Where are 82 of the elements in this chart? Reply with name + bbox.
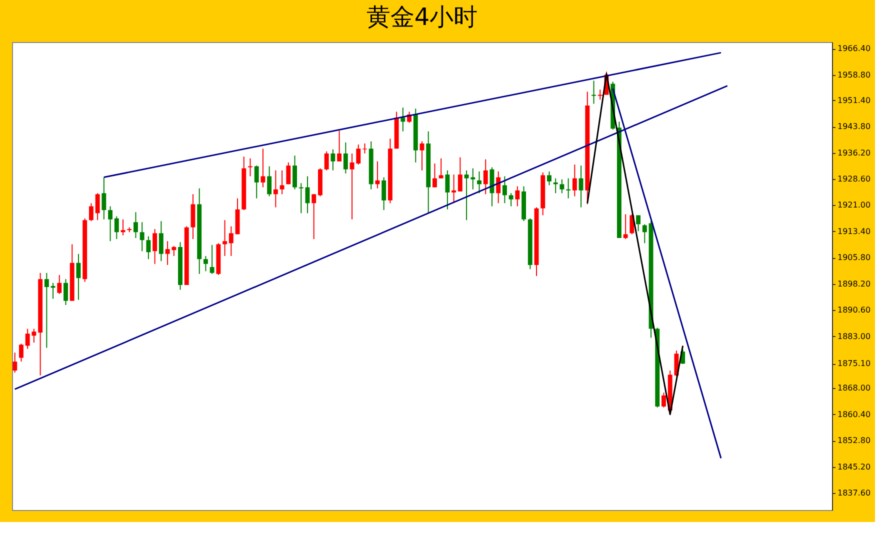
candlestick xyxy=(438,158,444,179)
candlestick xyxy=(222,220,228,256)
y-tick-label: 1905.80 xyxy=(838,253,871,262)
candlestick xyxy=(572,164,577,197)
candlestick xyxy=(210,244,214,274)
y-tick-label: 1921.00 xyxy=(838,200,871,210)
y-tick-label: 1837.60 xyxy=(838,488,871,498)
y-tick-label: 1845.20 xyxy=(838,462,871,472)
candlestick xyxy=(88,202,94,222)
candlestick xyxy=(636,214,641,232)
candlestick xyxy=(508,192,514,207)
candlestick xyxy=(280,170,284,195)
candlestick xyxy=(598,89,602,100)
candlestick xyxy=(44,272,49,348)
candlestick xyxy=(330,148,336,171)
candlestick xyxy=(375,160,380,189)
candlestick xyxy=(312,194,316,240)
y-tick-label: 1951.40 xyxy=(838,96,871,105)
candlestick xyxy=(382,176,386,211)
candlestick xyxy=(662,392,666,408)
candlestick xyxy=(102,176,106,220)
candlestick xyxy=(483,158,488,195)
candlestick xyxy=(19,343,24,362)
candlestick xyxy=(146,236,151,260)
candlestick xyxy=(592,80,596,104)
candlestick xyxy=(337,130,342,162)
candlestick xyxy=(254,165,259,199)
candlestick xyxy=(477,170,482,194)
candlestick xyxy=(286,162,291,185)
y-tick-label: 1875.10 xyxy=(838,359,871,368)
candlestick xyxy=(400,107,406,132)
candlestick xyxy=(343,142,348,174)
candlestick xyxy=(432,162,437,188)
candlestick xyxy=(642,224,647,244)
y-tick-label: 1852.80 xyxy=(838,436,871,446)
candlestick xyxy=(445,170,450,210)
y-tick-label: 1898.20 xyxy=(838,279,871,288)
y-tick-label: 1936.20 xyxy=(838,148,871,158)
candlestick xyxy=(502,176,507,204)
candlestick xyxy=(452,174,456,203)
candlestick xyxy=(362,142,367,154)
y-tick-label: 1928.60 xyxy=(838,174,871,184)
y-tick-label: 1883.00 xyxy=(838,332,871,341)
candlestick xyxy=(292,155,297,190)
y-tick-label: 1860.40 xyxy=(838,410,871,419)
candlestick xyxy=(566,178,571,199)
candlestick xyxy=(12,352,18,374)
candlestick xyxy=(228,226,234,256)
candlestick xyxy=(350,152,354,220)
candlestick xyxy=(95,192,100,221)
candlestick xyxy=(515,186,520,207)
candlestick xyxy=(547,170,552,186)
line-series xyxy=(586,73,684,416)
candlestick xyxy=(152,228,158,264)
candlestick xyxy=(324,150,329,171)
candlestick xyxy=(158,220,164,262)
candlestick xyxy=(273,170,278,208)
candlestick xyxy=(140,222,144,252)
candlestick xyxy=(578,165,584,208)
y-tick-label: 1966.40 xyxy=(838,44,871,54)
chart-title: 黄金4小时 xyxy=(366,3,478,31)
candlestick xyxy=(114,216,119,240)
y-tick-label: 1943.80 xyxy=(838,122,871,132)
candlestick xyxy=(108,206,113,242)
candlestick xyxy=(260,148,266,188)
candlestick xyxy=(356,144,361,166)
candlestick xyxy=(190,194,196,240)
candlestick xyxy=(267,166,272,197)
y-tick-label: 1868.00 xyxy=(838,384,871,393)
candlestick xyxy=(248,158,252,177)
candlestick xyxy=(623,214,628,240)
y-tick-label: 1958.80 xyxy=(838,70,871,80)
candlestick xyxy=(57,274,62,294)
candlestick xyxy=(560,178,564,194)
y-tick-label: 1913.40 xyxy=(838,226,871,236)
candlestick xyxy=(64,278,68,306)
candlestick xyxy=(420,140,424,171)
y-tick-label: 1890.60 xyxy=(838,306,871,315)
candlestick xyxy=(134,212,138,239)
candlestick xyxy=(203,255,208,272)
candlestick xyxy=(298,182,304,214)
candlestick xyxy=(458,156,462,192)
